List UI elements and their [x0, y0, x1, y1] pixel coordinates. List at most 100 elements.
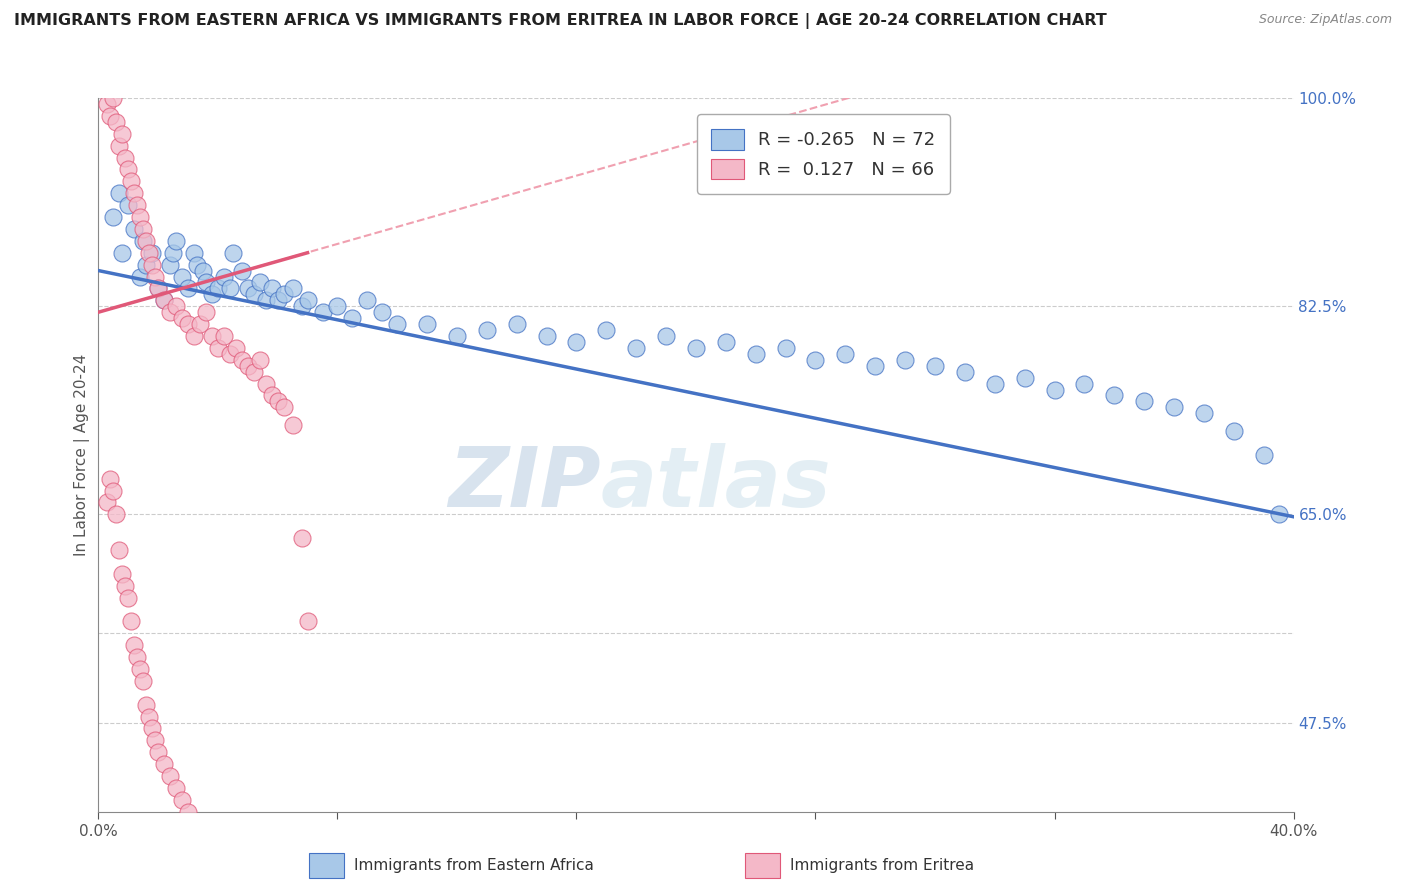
Point — [165, 780, 187, 795]
Point — [201, 287, 224, 301]
Point — [129, 210, 152, 224]
Text: Immigrants from Eastern Africa: Immigrants from Eastern Africa — [354, 858, 595, 872]
Point — [1133, 394, 1156, 409]
Point — [117, 162, 139, 177]
Point — [1253, 448, 1275, 462]
Point — [105, 115, 128, 129]
Point — [172, 311, 194, 326]
Point — [273, 287, 295, 301]
Point — [249, 352, 271, 367]
Point — [159, 769, 181, 783]
Point — [231, 352, 253, 367]
Point — [100, 109, 122, 123]
Point — [273, 401, 295, 415]
Point — [219, 347, 242, 361]
Point — [135, 234, 157, 248]
Point — [191, 263, 214, 277]
Point — [165, 234, 187, 248]
Point — [1267, 508, 1289, 522]
Point — [475, 323, 498, 337]
Point — [1073, 376, 1095, 391]
Point — [236, 359, 259, 373]
Point — [186, 258, 208, 272]
Point — [219, 281, 242, 295]
Point — [865, 359, 887, 373]
Point — [141, 722, 163, 736]
Point — [745, 347, 768, 361]
FancyBboxPatch shape — [745, 853, 780, 878]
Point — [148, 281, 170, 295]
Point — [108, 186, 131, 201]
Point — [108, 543, 131, 558]
Point — [124, 222, 146, 236]
Point — [281, 281, 304, 295]
Point — [371, 305, 394, 319]
Point — [108, 138, 131, 153]
Point — [1163, 401, 1185, 415]
Point — [195, 276, 218, 290]
Point — [356, 293, 378, 308]
Point — [1192, 406, 1215, 420]
Point — [254, 293, 277, 308]
Point — [117, 591, 139, 605]
Point — [100, 472, 122, 486]
Point — [1014, 370, 1036, 384]
Point — [222, 245, 245, 260]
Point — [775, 341, 797, 355]
Point — [138, 245, 160, 260]
Point — [894, 352, 917, 367]
Text: Immigrants from Eritrea: Immigrants from Eritrea — [790, 858, 974, 872]
Point — [231, 263, 253, 277]
Point — [177, 281, 200, 295]
Point — [117, 198, 139, 212]
Point — [143, 269, 166, 284]
Point — [1043, 383, 1066, 397]
Point — [111, 566, 134, 581]
Point — [132, 673, 155, 688]
Point — [172, 269, 194, 284]
Point — [159, 258, 181, 272]
Point — [714, 334, 737, 349]
Text: IMMIGRANTS FROM EASTERN AFRICA VS IMMIGRANTS FROM ERITREA IN LABOR FORCE | AGE 2: IMMIGRANTS FROM EASTERN AFRICA VS IMMIGR… — [14, 13, 1107, 29]
Point — [685, 341, 707, 355]
Point — [326, 299, 349, 313]
Point — [953, 365, 976, 379]
Point — [153, 293, 176, 308]
Point — [267, 394, 290, 409]
Point — [132, 234, 155, 248]
Point — [96, 495, 118, 509]
Point — [342, 311, 364, 326]
Point — [114, 579, 136, 593]
Point — [416, 317, 439, 331]
Point — [565, 334, 588, 349]
Text: ZIP: ZIP — [447, 443, 600, 524]
Point — [177, 805, 200, 819]
Point — [236, 281, 259, 295]
Point — [984, 376, 1007, 391]
Point — [103, 483, 125, 498]
Point — [291, 531, 314, 545]
Point — [103, 91, 125, 105]
Point — [135, 258, 157, 272]
Point — [595, 323, 617, 337]
Point — [114, 151, 136, 165]
Point — [188, 317, 211, 331]
Point — [207, 341, 229, 355]
Point — [103, 210, 125, 224]
Point — [297, 615, 319, 629]
Point — [111, 127, 134, 141]
Point — [124, 638, 146, 652]
Point — [153, 293, 176, 308]
Point — [311, 305, 333, 319]
Point — [212, 329, 235, 343]
Point — [243, 365, 266, 379]
Point — [446, 329, 468, 343]
Point — [834, 347, 856, 361]
Point — [111, 245, 134, 260]
Point — [120, 615, 142, 629]
Point — [267, 293, 290, 308]
Point — [162, 245, 184, 260]
Point — [165, 299, 187, 313]
Point — [135, 698, 157, 712]
Point — [96, 97, 118, 112]
